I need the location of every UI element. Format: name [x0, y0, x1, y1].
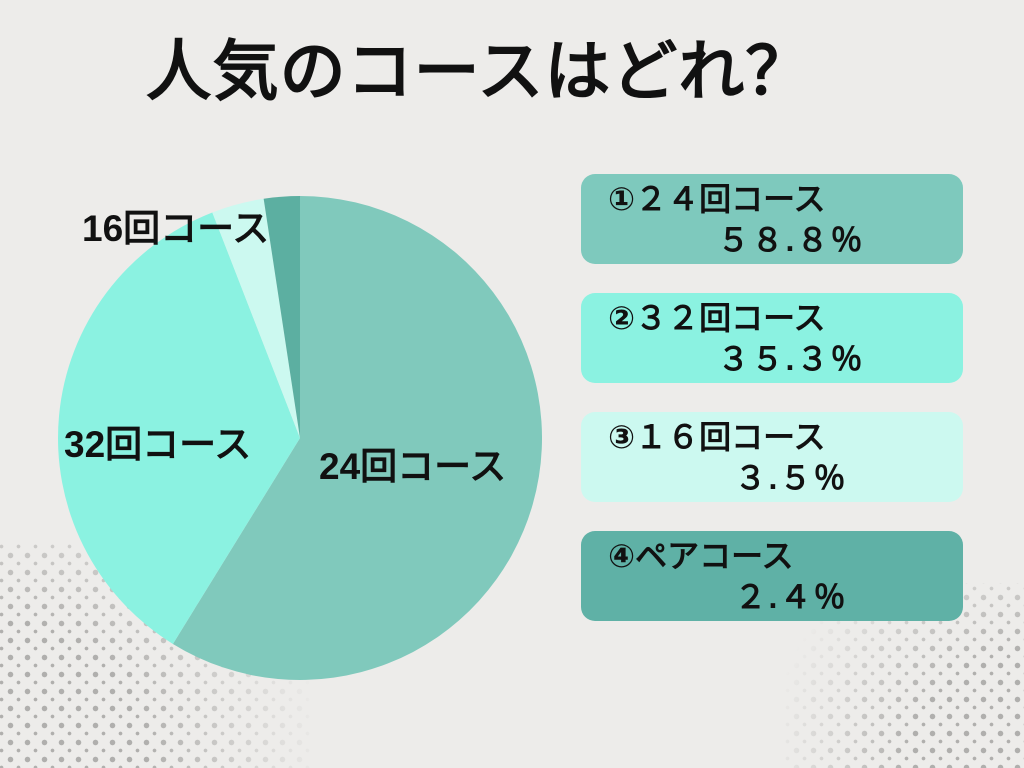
legend-item-value: ５８.８％: [717, 222, 865, 258]
pie-slice-16回コース: [212, 198, 300, 438]
legend-item-label: ④ペアコース: [608, 538, 794, 574]
legend-item-label: ③１６回コース: [608, 419, 826, 455]
page-title: 人気のコースはどれ？: [145, 34, 813, 108]
pie-slice-label-24: 24回コース: [319, 446, 507, 487]
legend-item-value: ３.５％: [734, 460, 848, 496]
pie-slice-label-16: 16回コース: [82, 208, 270, 249]
legend-item-value: ２.４％: [734, 579, 848, 615]
legend: ①２４回コース ５８.８％ ②３２回コース ３５.３％ ③１６回コース ３.５％…: [581, 174, 963, 650]
legend-item-label: ②３２回コース: [608, 300, 826, 336]
legend-item-value: ３５.３％: [717, 341, 865, 377]
pie-slice-32回コース: [58, 212, 301, 644]
legend-item: ③１６回コース ３.５％: [581, 412, 963, 502]
pie-slice-label-32: 32回コース: [64, 424, 252, 465]
legend-item: ④ペアコース ２.４％: [581, 531, 963, 621]
legend-item-label: ①２４回コース: [608, 181, 826, 217]
pie-slice-ペアコース: [263, 196, 300, 438]
legend-item: ①２４回コース ５８.８％: [581, 174, 963, 264]
legend-item: ②３２回コース ３５.３％: [581, 293, 963, 383]
